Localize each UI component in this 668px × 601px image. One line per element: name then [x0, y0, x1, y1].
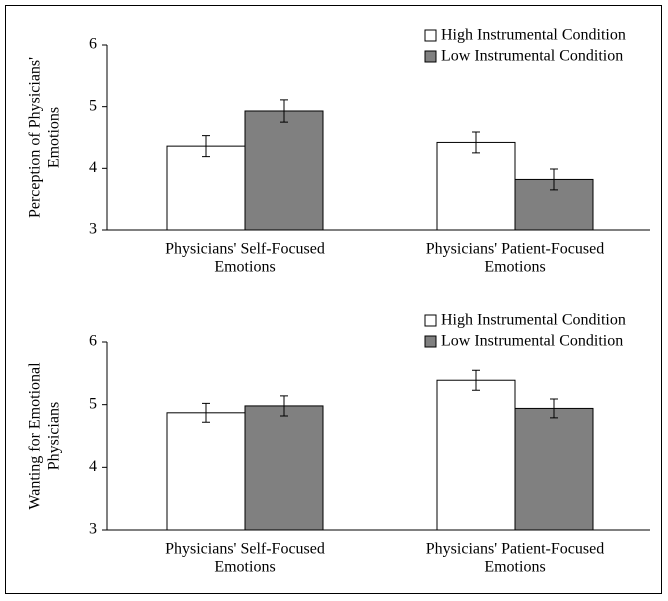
legend-label: Low Instrumental Condition [441, 48, 623, 65]
legend-label: High Instrumental Condition [441, 27, 626, 44]
legend-swatch [424, 314, 437, 327]
bar [244, 110, 324, 231]
y-tick-label: 4 [89, 458, 97, 475]
bar [166, 145, 246, 231]
y-tick-label: 5 [89, 395, 97, 412]
legend-label: High Instrumental Condition [441, 312, 626, 329]
bar [514, 407, 594, 531]
x-tick-label: Emotions [214, 559, 275, 576]
bar [436, 379, 516, 531]
x-tick-label: Physicians' Patient-Focused [426, 241, 604, 258]
x-tick-label: Emotions [484, 259, 545, 276]
error-bar [202, 402, 210, 423]
x-tick-label: Physicians' Self-Focused [165, 541, 325, 558]
bar [244, 405, 324, 531]
error-bar [202, 135, 210, 158]
error-bar [550, 168, 558, 191]
legend-swatch [424, 335, 437, 348]
bar [166, 412, 246, 531]
frame [5, 5, 662, 594]
y-tick-label: 6 [89, 36, 97, 53]
error-bar [280, 99, 288, 123]
error-bar [280, 395, 288, 417]
x-tick-label: Physicians' Self-Focused [165, 241, 325, 258]
x-tick-label: Emotions [484, 559, 545, 576]
y-tick-label: 3 [89, 521, 97, 538]
x-tick-label: Emotions [214, 259, 275, 276]
legend-swatch [424, 50, 437, 63]
y-axis-label: Wanting for Emotional [27, 362, 44, 510]
y-tick-label: 5 [89, 97, 97, 114]
y-axis-label: Emotions [46, 107, 63, 168]
y-axis-label: Perception of Physicians' [27, 57, 44, 218]
y-tick-label: 6 [89, 333, 97, 350]
bar [436, 141, 516, 231]
y-axis-label: Physicians [46, 402, 63, 470]
y-tick-label: 3 [89, 221, 97, 238]
y-tick-label: 4 [89, 159, 97, 176]
legend-label: Low Instrumental Condition [441, 333, 623, 350]
error-bar [550, 398, 558, 419]
x-tick-label: Physicians' Patient-Focused [426, 541, 604, 558]
error-bar [472, 369, 480, 391]
error-bar [472, 131, 480, 154]
legend-swatch [424, 29, 437, 42]
